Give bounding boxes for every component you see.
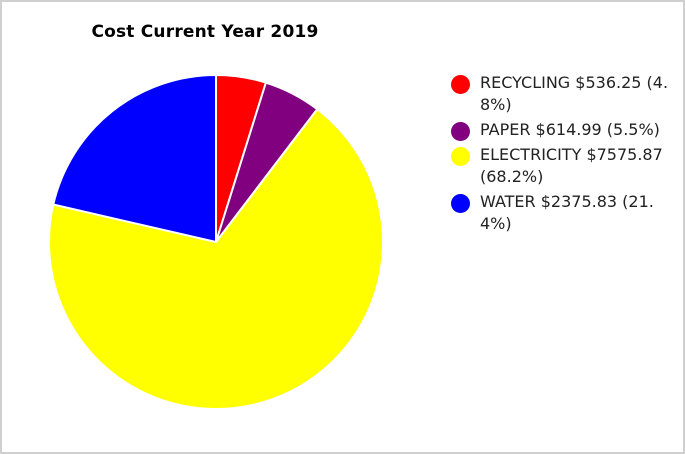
chart-legend: RECYCLING $536.25 (4.8%) PAPER $614.99 (… [450,72,680,238]
legend-swatch-paper [451,122,470,141]
legend-swatch-electricity [451,147,470,166]
legend-label-recycling: RECYCLING $536.25 (4.8%) [480,73,669,114]
pie-slice-electricity [48,108,384,410]
legend-item-recycling: RECYCLING $536.25 (4.8%) [450,72,680,116]
legend-swatch-water [451,194,470,213]
legend-item-electricity: ELECTRICITY $7575.87 (68.2%) [450,144,680,188]
legend-item-water: WATER $2375.83 (21.4%) [450,191,680,235]
legend-label-water: WATER $2375.83 (21.4%) [480,192,654,233]
pie-slice-water [52,74,217,243]
legend-swatch-recycling [451,75,470,94]
legend-label-paper: PAPER $614.99 (5.5%) [480,120,660,139]
legend-item-paper: PAPER $614.99 (5.5%) [450,119,680,141]
legend-label-electricity: ELECTRICITY $7575.87 (68.2%) [480,145,663,186]
chart-title: Cost Current Year 2019 [91,22,319,42]
